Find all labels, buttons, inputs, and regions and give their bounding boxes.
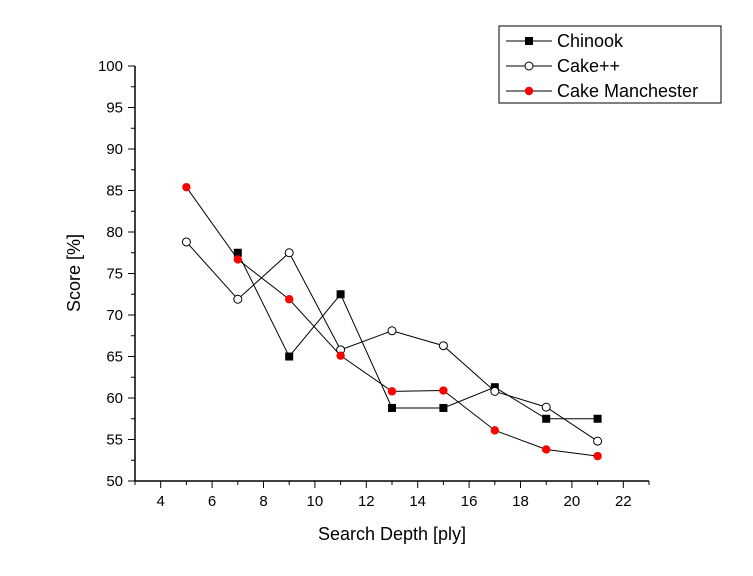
- x-tick-label: 12: [358, 493, 375, 510]
- data-point: [285, 352, 294, 361]
- data-point: [233, 248, 242, 257]
- x-tick-label: 8: [259, 493, 267, 510]
- legend-box: [498, 25, 722, 104]
- legend-item-cake-: Cake++: [506, 56, 620, 76]
- series-chinook: [233, 248, 602, 423]
- data-point: [233, 294, 243, 304]
- data-point: [181, 237, 191, 247]
- data-point: [542, 445, 551, 454]
- y-tick-label: 55: [106, 432, 123, 449]
- x-tick-label: 4: [157, 493, 165, 510]
- y-tick-label: 85: [106, 183, 123, 200]
- data-point: [593, 451, 602, 461]
- y-tick-label: 50: [106, 473, 123, 490]
- x-tick-label: 6: [208, 493, 216, 510]
- legend-item-cake-manchester: Cake Manchester: [506, 81, 698, 101]
- data-point: [233, 255, 242, 264]
- data-point: [438, 341, 448, 351]
- x-tick-label: 14: [409, 493, 426, 510]
- y-tick-label: 75: [106, 266, 123, 283]
- x-axis-title: Search Depth [ply]: [318, 524, 466, 544]
- legend-marker: [525, 37, 533, 45]
- y-tick-label: 80: [106, 224, 123, 241]
- data-point: [284, 248, 294, 258]
- legend-label: Cake Manchester: [557, 81, 698, 101]
- y-tick-label: 95: [106, 100, 123, 117]
- series-line: [237, 252, 598, 420]
- x-tick-label: 22: [615, 493, 632, 510]
- y-tick-label: 70: [106, 307, 123, 324]
- data-point: [285, 295, 294, 304]
- y-axis-title: Score [%]: [64, 234, 84, 312]
- data-point: [439, 403, 448, 412]
- y-tick-label: 60: [106, 390, 123, 407]
- data-point: [439, 386, 448, 395]
- data-point: [542, 414, 551, 423]
- data-point: [388, 403, 396, 412]
- x-tick-label: 18: [512, 493, 529, 510]
- series-cake-: [181, 237, 603, 446]
- x-tick-label: 20: [564, 493, 581, 510]
- data-point: [336, 290, 345, 299]
- y-tick-label: 65: [106, 349, 123, 366]
- data-point: [541, 402, 551, 412]
- data-point: [387, 326, 397, 336]
- x-tick-label: 10: [307, 493, 324, 510]
- series-line: [185, 186, 598, 457]
- x-tick-label: 16: [461, 493, 478, 510]
- legend-marker: [524, 86, 534, 96]
- series-layer: [181, 182, 603, 461]
- y-tick-label: 90: [106, 141, 123, 158]
- series-cake-manchester: [182, 182, 602, 461]
- data-point: [387, 387, 397, 396]
- data-point: [490, 426, 499, 435]
- legend-marker: [524, 61, 534, 71]
- data-point: [593, 436, 603, 446]
- data-point: [182, 182, 191, 192]
- legend-item-chinook: Chinook: [506, 31, 624, 51]
- axes: 4 6 8 10 12 14 16 18 20 22 50 55 60 65 70 75 80 85 90 95 100: [98, 58, 650, 510]
- legend: Chinook Cake++ Cake Manchester: [498, 25, 722, 104]
- y-tick-label: 100: [98, 58, 123, 75]
- legend-label: Chinook: [557, 31, 624, 51]
- data-point: [336, 351, 345, 360]
- legend-label: Cake++: [557, 56, 620, 76]
- data-point: [593, 414, 602, 423]
- data-point: [490, 386, 500, 396]
